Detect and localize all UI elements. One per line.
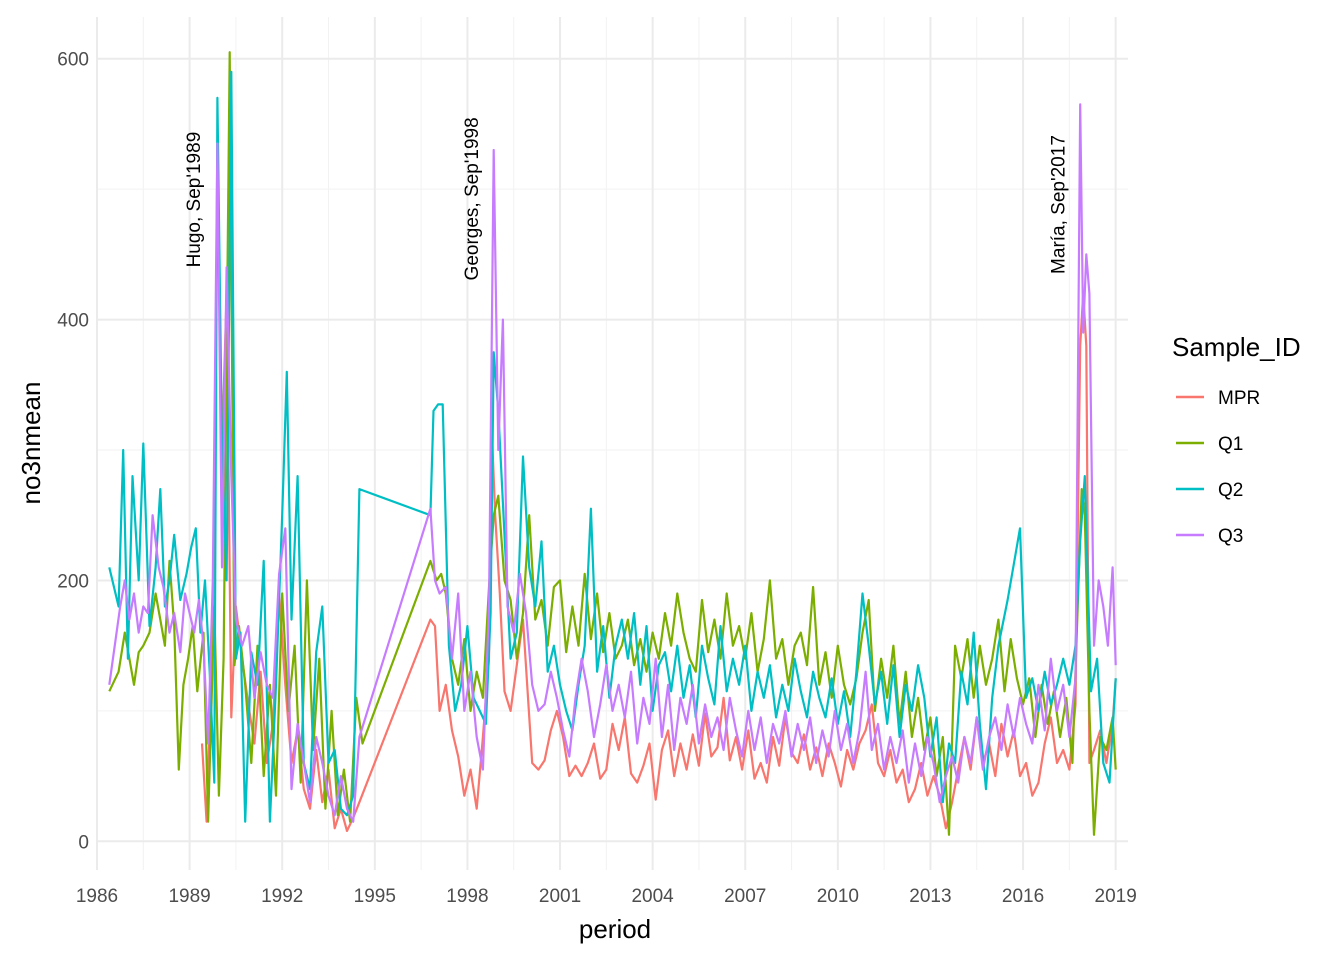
annotations: Hugo, Sep'1989 Georges, Sep'1998 María, Se… <box>184 117 1069 280</box>
y-tick-label: 400 <box>57 311 89 332</box>
legend-label-q1: Q1 <box>1218 434 1243 455</box>
y-axis-title: no3nmean <box>16 382 46 505</box>
legend: Sample_ID MPR Q1 Q2 Q3 <box>1172 332 1301 547</box>
x-tick-label: 1998 <box>446 886 488 907</box>
x-tick-label: 1989 <box>168 886 210 907</box>
x-tick-label: 2016 <box>1002 886 1044 907</box>
y-tick-label: 0 <box>78 832 89 853</box>
legend-label-q3: Q3 <box>1218 526 1243 547</box>
x-tick-label: 2007 <box>724 886 766 907</box>
x-tick-label: 2001 <box>539 886 581 907</box>
event-annotation: María, Sep'2017 <box>1049 135 1070 274</box>
series-line-q1 <box>108 51 1117 836</box>
x-tick-label: 2004 <box>631 886 674 907</box>
x-tick-label: 2019 <box>1095 886 1137 907</box>
x-tick-label: 1992 <box>261 886 303 907</box>
x-tick-label: 1995 <box>354 886 396 907</box>
x-tick-label: 2013 <box>909 886 951 907</box>
x-axis-ticks: 1986 1989 1992 1995 1998 2001 2004 2007 2010 2013… <box>76 886 1137 907</box>
legend-label-mpr: MPR <box>1218 388 1260 409</box>
series-line-q3 <box>108 103 1117 823</box>
legend-label-q2: Q2 <box>1218 480 1243 501</box>
x-axis-title: period <box>579 914 651 944</box>
event-annotation: Georges, Sep'1998 <box>462 117 483 280</box>
y-axis-ticks: 0 200 400 600 <box>57 50 89 854</box>
x-tick-label: 1986 <box>76 886 118 907</box>
y-tick-label: 200 <box>57 571 89 592</box>
event-annotation: Hugo, Sep'1989 <box>184 132 205 268</box>
series-lines <box>108 51 1117 836</box>
y-tick-label: 600 <box>57 50 89 71</box>
legend-title: Sample_ID <box>1172 332 1301 362</box>
x-tick-label: 2010 <box>817 886 859 907</box>
